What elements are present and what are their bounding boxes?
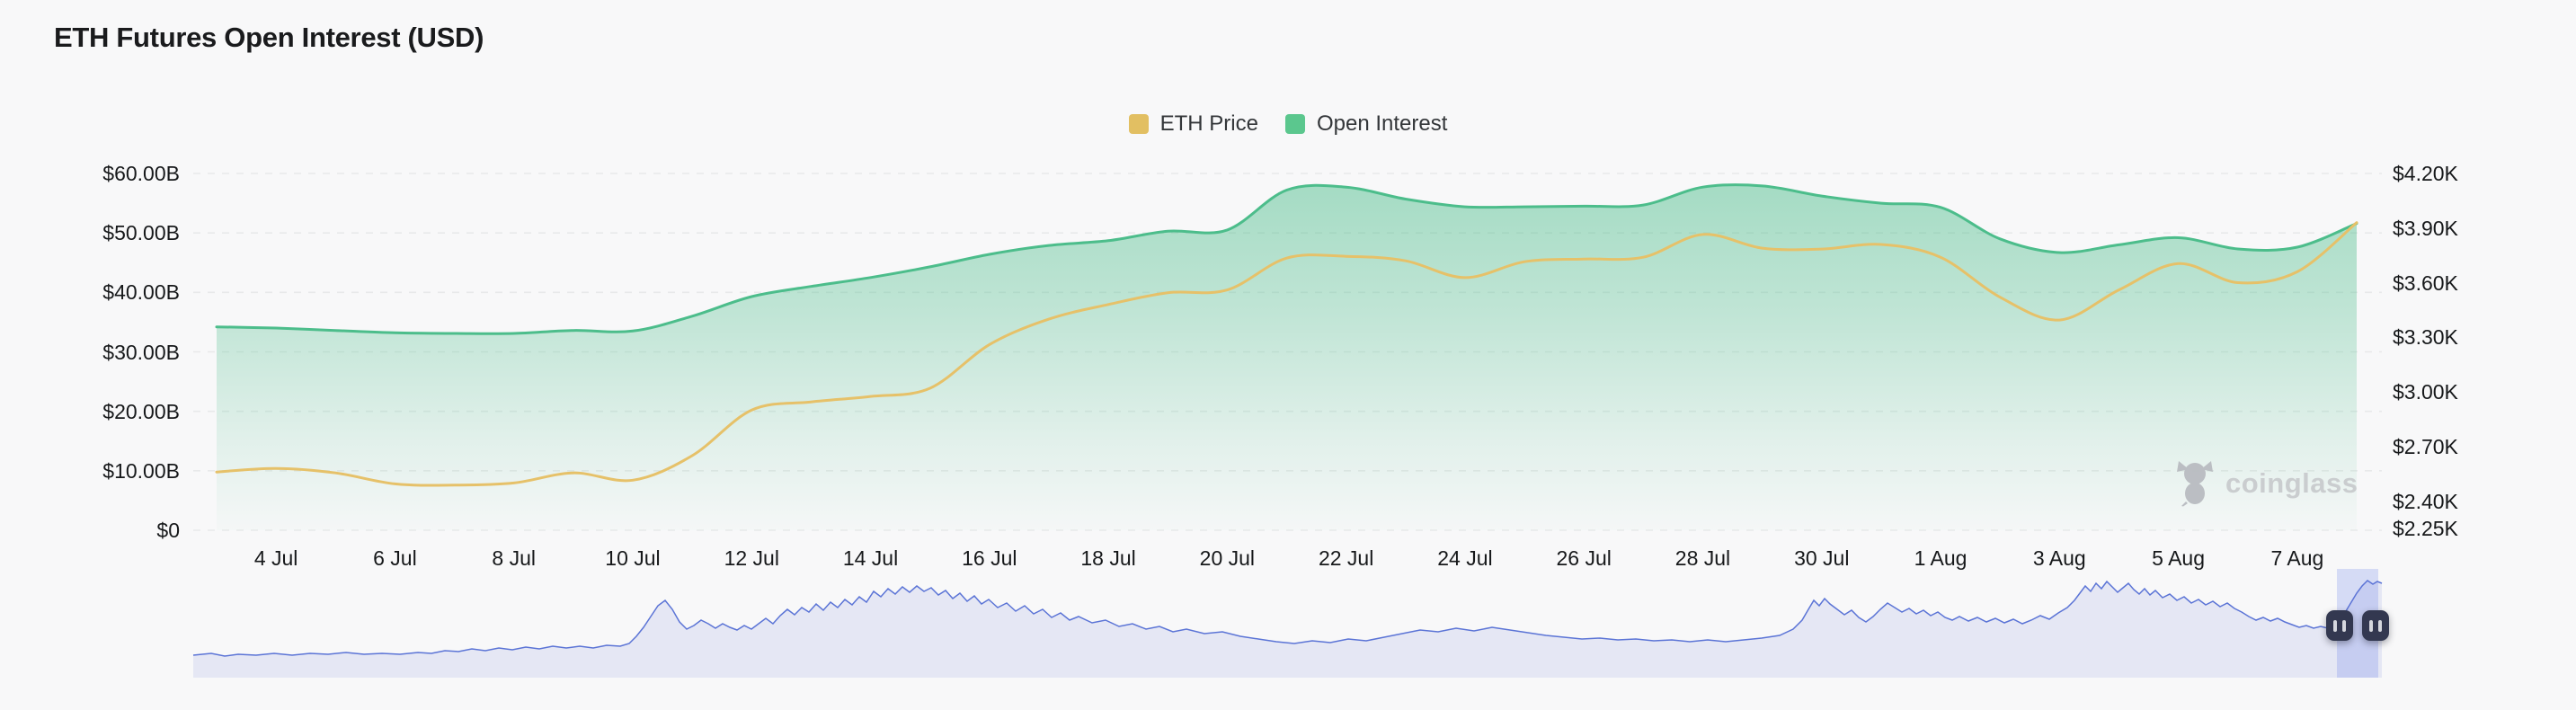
x-axis-tick: 3 Aug xyxy=(2032,546,2086,570)
y-axis-left-tick: $0 xyxy=(156,519,180,542)
open-interest-line xyxy=(215,183,2358,335)
navigator-handle-left[interactable] xyxy=(2326,610,2353,641)
pause-bar-icon xyxy=(2333,619,2337,632)
legend-label-eth-price: ETH Price xyxy=(1159,111,1258,136)
x-axis-tick: 20 Jul xyxy=(1199,546,1256,570)
coinglass-watermark: coinglass xyxy=(2175,460,2358,507)
x-axis-tick: 24 Jul xyxy=(1437,546,1493,570)
y-axis-left-tick: $50.00B xyxy=(102,221,180,245)
y-axis-left-tick: $40.00B xyxy=(102,280,180,305)
open-interest-area xyxy=(217,184,2357,530)
y-axis-right-tick: $4.20K xyxy=(2393,162,2458,185)
pause-bar-icon xyxy=(2378,619,2382,632)
y-axis-left-tick: $20.00B xyxy=(102,399,180,423)
legend-item-eth-price[interactable]: ETH Price xyxy=(1128,111,1258,137)
eth-price-line xyxy=(215,221,2358,487)
x-axis-tick: 14 Jul xyxy=(842,546,899,570)
y-axis-left-tick: $60.00B xyxy=(102,162,180,185)
y-axis-right-tick: $3.00K xyxy=(2393,380,2458,404)
navigator-line xyxy=(192,580,2383,657)
watermark-text: coinglass xyxy=(2225,467,2358,499)
x-axis-tick: 7 Aug xyxy=(2270,546,2324,570)
x-axis-tick: 30 Jul xyxy=(1794,546,1850,570)
x-axis-tick: 5 Aug xyxy=(2152,546,2205,570)
open-interest-swatch-icon xyxy=(1284,114,1305,134)
navigator-handle-right[interactable] xyxy=(2362,610,2389,641)
x-axis-tick: 28 Jul xyxy=(1674,546,1731,570)
chart-title: ETH Futures Open Interest (USD) xyxy=(54,22,484,53)
y-axis-right-tick: $3.30K xyxy=(2393,325,2458,350)
x-axis-tick: 4 Jul xyxy=(253,546,298,570)
pause-bar-icon xyxy=(2342,619,2346,632)
x-axis-tick: 1 Aug xyxy=(1914,546,1968,570)
x-axis-tick: 26 Jul xyxy=(1556,546,1612,570)
navigator-area-fill xyxy=(193,581,2382,678)
coinglass-bull-icon xyxy=(2177,461,2213,507)
x-axis-tick: 12 Jul xyxy=(724,546,779,570)
x-axis-tick: 16 Jul xyxy=(962,546,1017,570)
chart-legend: ETH Price Open Interest xyxy=(0,111,2576,137)
x-axis-tick: 10 Jul xyxy=(605,546,661,570)
y-axis-right-tick: $3.60K xyxy=(2393,271,2458,295)
y-axis-right-tick: $2.70K xyxy=(2393,434,2458,458)
legend-item-open-interest[interactable]: Open Interest xyxy=(1284,111,1448,137)
eth-price-swatch-icon xyxy=(1128,114,1149,134)
y-axis-right-tick: $3.90K xyxy=(2393,216,2458,240)
x-axis-tick: 6 Jul xyxy=(373,546,417,570)
y-axis-left-tick: $30.00B xyxy=(102,340,180,364)
y-axis-left-tick: $10.00B xyxy=(102,458,180,483)
x-axis-tick: 22 Jul xyxy=(1318,546,1374,570)
pause-bar-icon xyxy=(2369,619,2373,632)
legend-label-open-interest: Open Interest xyxy=(1316,111,1448,136)
x-axis-tick: 8 Jul xyxy=(492,546,536,570)
y-axis-right-tick: $2.40K xyxy=(2393,489,2458,513)
x-axis-tick: 18 Jul xyxy=(1080,546,1136,570)
y-axis-right-tick: $2.25K xyxy=(2393,517,2458,540)
